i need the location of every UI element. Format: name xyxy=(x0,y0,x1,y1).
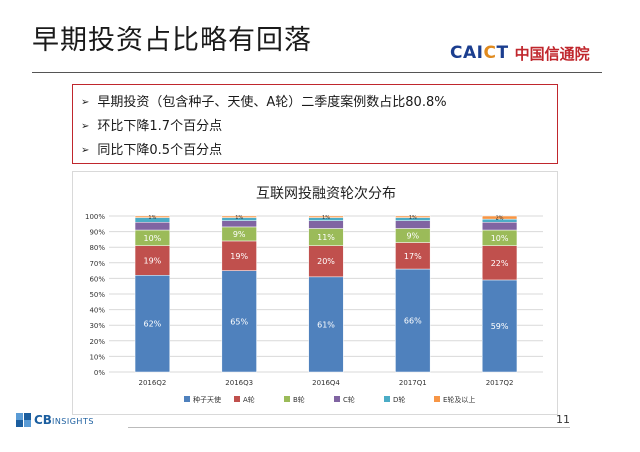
arrow-bullet-icon: ➢ xyxy=(81,121,90,132)
legend-swatch xyxy=(234,396,240,402)
bullet-item: ➢ 早期投资（包含种子、天使、A轮）二季度案例数占比80.8% xyxy=(81,91,557,115)
bar-segment xyxy=(134,221,171,231)
legend-label: A轮 xyxy=(243,395,255,404)
legend-label: C轮 xyxy=(343,395,355,404)
bar-segment xyxy=(221,270,257,373)
page-title: 早期投资占比略有回落 xyxy=(32,25,312,56)
data-label: 66% xyxy=(404,317,422,326)
bar-segment xyxy=(221,215,257,218)
y-tick-label: 40% xyxy=(89,307,105,315)
bar-segment xyxy=(481,221,518,231)
data-label: 2% xyxy=(496,216,504,222)
x-tick-label: 2017Q1 xyxy=(399,379,427,387)
data-label: 22% xyxy=(491,259,509,268)
data-label: 1% xyxy=(409,215,417,221)
bar-segment xyxy=(395,220,431,229)
summary-box: ➢ 早期投资（包含种子、天使、A轮）二季度案例数占比80.8% ➢ 环比下降1.7个… xyxy=(72,84,558,164)
bar-segment xyxy=(134,275,171,373)
bar-segment xyxy=(134,245,171,276)
x-tick-label: 2016Q2 xyxy=(139,379,167,387)
cb-insights-wordmark: CBINSIGHTS xyxy=(34,413,94,427)
y-tick-label: 80% xyxy=(89,244,105,252)
chart-container: 互联网投融资轮次分布 0% 10% 20% 30% 40% 50% 60% 70% 80% 90% 1… xyxy=(72,171,558,415)
legend-label: E轮及以上 xyxy=(443,395,475,404)
bar-segment xyxy=(395,268,431,373)
y-tick-label: 70% xyxy=(89,260,105,268)
caict-logo: CAICT 中国信通院 xyxy=(450,42,590,64)
data-label: 11% xyxy=(317,233,335,242)
data-label: 19% xyxy=(144,256,162,265)
legend-label: 种子天使 xyxy=(193,395,221,404)
data-label: 1% xyxy=(322,215,330,221)
data-label: 20% xyxy=(317,257,335,266)
y-tick-label: 50% xyxy=(89,291,105,299)
bullet-item: ➢ 同比下降0.5个百分点 xyxy=(81,139,557,163)
data-label: 10% xyxy=(491,234,509,243)
bar-segment xyxy=(308,220,344,229)
data-label: 65% xyxy=(230,317,248,326)
y-tick-label: 100% xyxy=(85,213,105,221)
bar-segment xyxy=(395,215,431,218)
legend-label: B轮 xyxy=(293,395,305,404)
y-tick-label: 90% xyxy=(89,229,105,237)
legend-label: D轮 xyxy=(393,395,405,404)
legend-swatch xyxy=(384,396,390,402)
cb-logo-icon xyxy=(16,413,32,427)
data-label: 9% xyxy=(406,232,419,241)
bar-segment xyxy=(308,215,344,218)
y-tick-label: 20% xyxy=(89,338,105,346)
data-label: 9% xyxy=(233,230,246,239)
cb-insights-logo: CBINSIGHTS xyxy=(16,413,94,427)
data-label: 19% xyxy=(230,252,248,261)
legend-swatch xyxy=(284,396,290,402)
footer-divider xyxy=(128,427,570,428)
data-label: 17% xyxy=(404,252,422,261)
bullet-item: ➢ 环比下降1.7个百分点 xyxy=(81,115,557,139)
data-label: 10% xyxy=(144,234,162,243)
data-label: 62% xyxy=(144,320,162,329)
legend-swatch xyxy=(334,396,340,402)
y-tick-label: 60% xyxy=(89,275,105,283)
logo-wordmark: CAICT xyxy=(450,43,509,63)
data-label: 1% xyxy=(235,215,243,221)
bar-segment xyxy=(134,215,171,218)
bar-segment xyxy=(481,215,518,220)
bar-segment xyxy=(221,220,257,228)
y-tick-label: 30% xyxy=(89,322,105,330)
y-tick-label: 0% xyxy=(94,369,105,377)
arrow-bullet-icon: ➢ xyxy=(81,97,90,108)
legend-swatch xyxy=(184,396,190,402)
bar-segment xyxy=(221,240,257,271)
stacked-bar-chart: 互联网投融资轮次分布 0% 10% 20% 30% 40% 50% 60% 70% 80% 90% 1… xyxy=(85,186,543,404)
data-label: 61% xyxy=(317,320,335,329)
bar-segment xyxy=(481,279,518,373)
data-label: 59% xyxy=(491,322,509,331)
bar-segment xyxy=(481,245,518,281)
x-tick-label: 2016Q3 xyxy=(225,379,253,387)
x-tick-label: 2017Q2 xyxy=(486,379,514,387)
page-number: 11 xyxy=(556,413,570,426)
arrow-bullet-icon: ➢ xyxy=(81,145,90,156)
data-label: 1% xyxy=(148,215,156,221)
y-tick-label: 10% xyxy=(89,353,105,361)
legend-swatch xyxy=(434,396,440,402)
logo-chinese-name: 中国信通院 xyxy=(514,44,590,63)
chart-title: 互联网投融资轮次分布 xyxy=(256,186,396,202)
title-divider xyxy=(32,72,602,73)
x-tick-label: 2016Q4 xyxy=(312,379,340,387)
bar-segment xyxy=(308,245,344,278)
